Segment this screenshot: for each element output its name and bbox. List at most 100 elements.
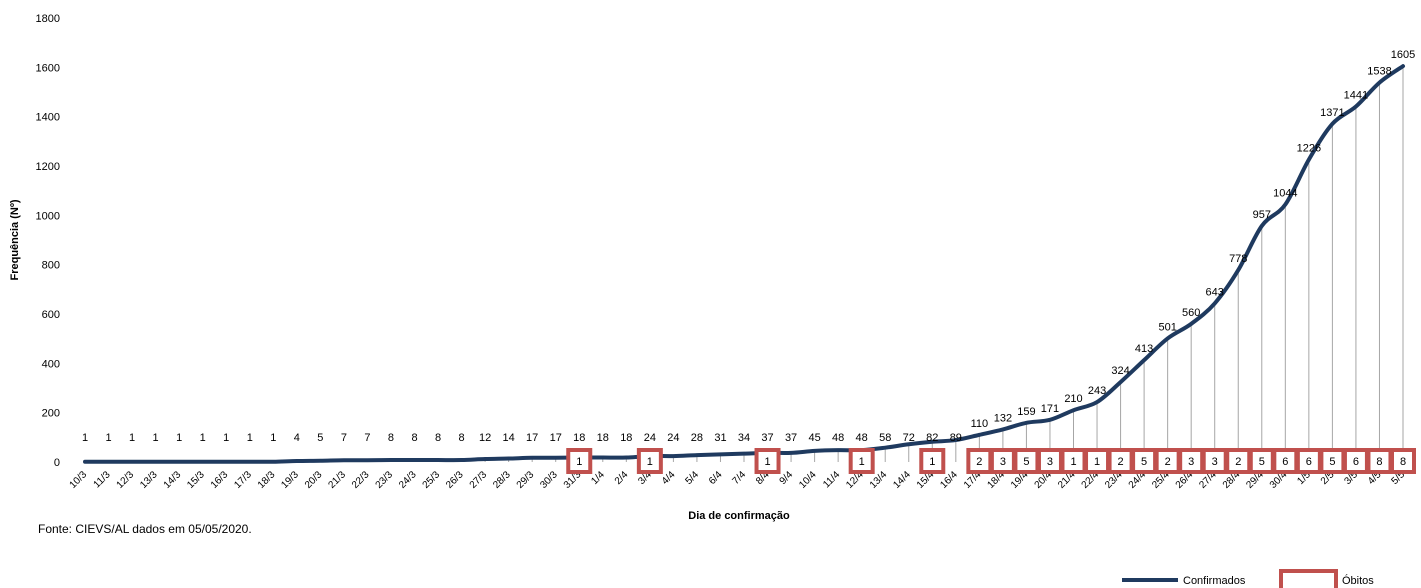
data-label-obitos: 2 — [1165, 456, 1171, 468]
y-axis: 0 200 400 600 800 1000 1200 1400 1600 1800 — [36, 13, 60, 469]
marker-obitos — [566, 448, 593, 474]
data-label-obitos: 3 — [1212, 456, 1218, 468]
y-tick-label: 1600 — [36, 62, 60, 74]
data-label-confirmados: 58 — [879, 432, 891, 444]
legend-swatch-obitos — [1279, 569, 1338, 588]
data-label-confirmados: 48 — [856, 432, 868, 444]
data-label-obitos: 1 — [647, 456, 653, 468]
data-label-confirmados: 1371 — [1320, 107, 1344, 119]
marker-obitos — [1390, 448, 1416, 474]
x-tick-label: 25/3 — [421, 469, 443, 491]
data-label-confirmados: 18 — [597, 432, 609, 444]
data-label-obitos: 1 — [1070, 456, 1076, 468]
x-tick-label: 6/4 — [707, 469, 725, 487]
data-label-confirmados: 72 — [903, 432, 915, 444]
x-tick-label: 20/3 — [303, 469, 325, 491]
x-tick-label: 19/3 — [279, 469, 301, 491]
x-tick-label: 5/4 — [683, 469, 701, 487]
x-tick-label: 29/3 — [515, 469, 537, 491]
x-tick-label: 17/3 — [232, 469, 254, 491]
data-label-confirmados: 8 — [388, 432, 394, 444]
source-note: Fonte: CIEVS/AL dados em 05/05/2020. — [38, 522, 252, 536]
data-label-confirmados: 1 — [200, 432, 206, 444]
x-tick-label: 28/3 — [491, 469, 513, 491]
marker-obitos — [848, 448, 875, 474]
data-label-confirmados: 243 — [1088, 385, 1106, 397]
data-label-obitos: 1 — [859, 456, 865, 468]
data-label-obitos: 1 — [576, 456, 582, 468]
x-tick-label: 21/3 — [326, 469, 348, 491]
x-tick-label: 23/3 — [374, 469, 396, 491]
data-label-confirmados: 560 — [1182, 307, 1200, 319]
data-label-confirmados: 17 — [550, 432, 562, 444]
y-tick-label: 0 — [54, 457, 60, 469]
data-label-confirmados: 37 — [761, 432, 773, 444]
legend-label-confirmados: Confirmados — [1183, 575, 1246, 587]
data-label-confirmados: 778 — [1229, 253, 1247, 265]
x-tick-label: 14/4 — [891, 469, 913, 491]
data-label-confirmados: 324 — [1111, 365, 1129, 377]
data-label-obitos: 1 — [764, 456, 770, 468]
x-tick-label: 24/3 — [397, 469, 419, 491]
data-label-confirmados: 1605 — [1391, 49, 1415, 61]
marker-obitos — [636, 448, 663, 474]
data-label-confirmados: 1441 — [1344, 90, 1368, 102]
series-line-confirmados — [83, 64, 1405, 464]
data-label-obitos: 2 — [1118, 456, 1124, 468]
x-tick-label: 11/3 — [92, 469, 113, 490]
data-label-confirmados: 1 — [176, 432, 182, 444]
data-label-confirmados: 31 — [714, 432, 726, 444]
data-label-confirmados: 159 — [1017, 406, 1035, 418]
data-label-confirmados: 643 — [1206, 286, 1224, 298]
data-label-confirmados: 7 — [364, 432, 370, 444]
data-label-confirmados: 1 — [105, 432, 111, 444]
data-label-confirmados: 1 — [247, 432, 253, 444]
data-label-obitos: 3 — [1047, 456, 1053, 468]
marker-obitos — [919, 448, 946, 474]
data-label-confirmados: 171 — [1041, 403, 1059, 415]
data-label-confirmados: 1044 — [1273, 187, 1297, 199]
y-tick-label: 600 — [42, 309, 60, 321]
data-label-obitos: 5 — [1259, 456, 1265, 468]
data-label-confirmados: 1538 — [1367, 66, 1391, 78]
x-tick-label: 27/3 — [468, 469, 490, 491]
data-label-confirmados: 501 — [1158, 321, 1176, 333]
x-tick-label: 18/3 — [256, 469, 278, 491]
data-label-obitos: 6 — [1353, 456, 1359, 468]
data-label-confirmados: 1 — [270, 432, 276, 444]
data-label-obitos: 2 — [1235, 456, 1241, 468]
data-label-confirmados: 413 — [1135, 343, 1153, 355]
data-label-confirmados: 45 — [808, 432, 820, 444]
x-tick-label: 11/4 — [821, 469, 842, 490]
data-label-obitos: 5 — [1329, 456, 1335, 468]
data-label-confirmados: 12 — [479, 432, 491, 444]
x-tick-label: 7/4 — [731, 469, 749, 487]
y-tick-label: 200 — [42, 408, 60, 420]
data-label-obitos: 1 — [929, 456, 935, 468]
x-tick-label: 30/3 — [538, 469, 560, 491]
x-tick-label: 26/3 — [444, 469, 466, 491]
y-tick-label: 1000 — [36, 210, 60, 222]
data-label-confirmados: 8 — [435, 432, 441, 444]
data-label-confirmados: 28 — [691, 432, 703, 444]
legend-label-obitos: Óbitos — [1342, 574, 1374, 587]
data-label-confirmados: 8 — [459, 432, 465, 444]
data-label-confirmados: 14 — [503, 432, 515, 444]
data-label-obitos: 3 — [1000, 456, 1006, 468]
data-label-confirmados: 1 — [223, 432, 229, 444]
data-label-obitos: 8 — [1376, 456, 1382, 468]
data-label-confirmados: 1 — [153, 432, 159, 444]
data-label-confirmados: 132 — [994, 412, 1012, 424]
x-tick-label: 22/3 — [350, 469, 372, 491]
data-label-confirmados: 37 — [785, 432, 797, 444]
data-label-obitos: 6 — [1282, 456, 1288, 468]
data-label-confirmados: 24 — [667, 432, 679, 444]
data-label-obitos: 6 — [1306, 456, 1312, 468]
data-label-obitos: 2 — [976, 456, 982, 468]
x-tick-label: 13/3 — [138, 469, 160, 491]
data-label-confirmados: 18 — [620, 432, 632, 444]
markers-obitos: 1 1 1 1 1 2 3 5 3 1 1 2 5 2 3 3 2 5 6 6 5 6 8 8 — [566, 448, 1416, 474]
x-axis-title: Dia de confirmação — [688, 510, 790, 522]
x-tick-label: 10/4 — [797, 469, 819, 491]
